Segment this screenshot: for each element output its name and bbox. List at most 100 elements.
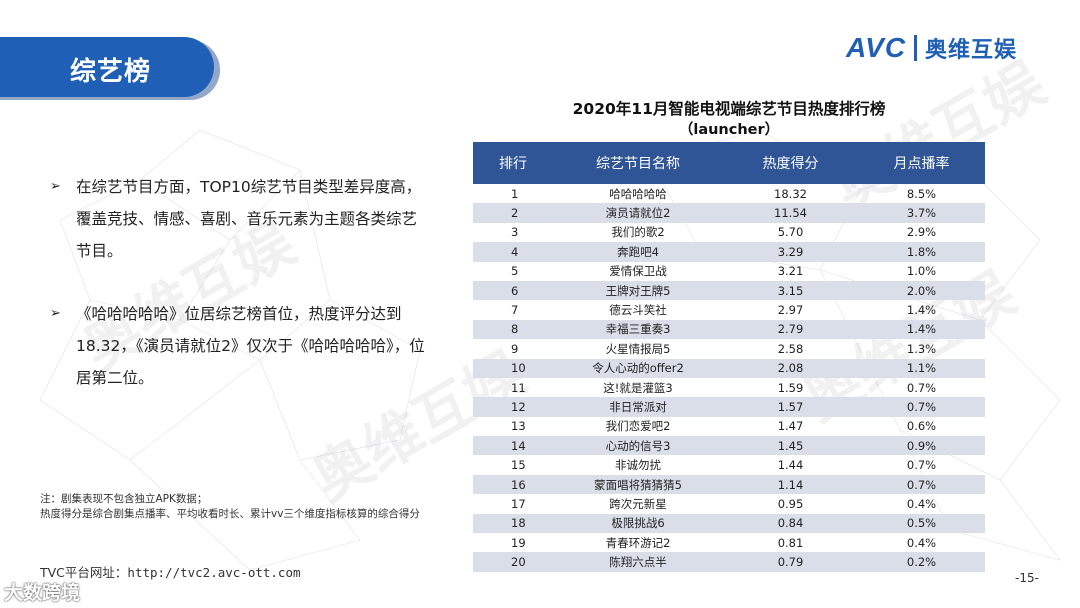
table-row: 13 我们恋爱吧2 1.47 0.6% bbox=[473, 417, 985, 436]
footnote-line-1: 注：剧集表现不包含独立APK数据； bbox=[40, 493, 208, 505]
cell-monthly-rate: 3.7% bbox=[858, 203, 985, 223]
cell-monthly-rate: 0.7% bbox=[858, 474, 985, 495]
table-row: 18 极限挑战6 0.84 0.5% bbox=[473, 513, 985, 534]
cell-rank: 13 bbox=[511, 419, 526, 434]
logo-avc-text: AVC bbox=[846, 32, 907, 63]
url-link[interactable]: http://tvc2.avc-ott.com bbox=[127, 565, 301, 580]
table-row: 12 非日常派对 1.57 0.7% bbox=[473, 397, 985, 417]
cell-monthly-rate: 0.6% bbox=[906, 419, 937, 434]
table-row: 17 跨次元新星 0.95 0.4% bbox=[473, 494, 985, 513]
cell-rank: 12 bbox=[473, 397, 553, 417]
table-body: 1 哈哈哈哈哈 18.32 8.5% 2 演员请就位2 11.54 3.7% 3 我们的歌2 5.7… bbox=[473, 184, 985, 572]
title-pill bbox=[0, 37, 214, 97]
cell-heat-score: 2.79 bbox=[723, 319, 858, 340]
cell-program-name: 幸福三重奏3 bbox=[553, 319, 723, 340]
cell-monthly-rate: 1.0% bbox=[906, 264, 937, 279]
cell-program-name: 德云斗笑社 bbox=[609, 303, 667, 318]
table-title: 2020年11月智能电视端综艺节目热度排行榜 bbox=[572, 100, 886, 118]
table-row: 11 这!就是灌篮3 1.59 0.7% bbox=[473, 378, 985, 397]
cell-rank: 19 bbox=[511, 535, 526, 550]
cell-program-name: 这!就是灌篮3 bbox=[603, 380, 673, 395]
cell-monthly-rate: 8.5% bbox=[906, 186, 937, 201]
cell-heat-score: 1.47 bbox=[777, 419, 804, 434]
header-monthly-rate: 月点播率 bbox=[858, 142, 985, 184]
cell-program-name: 青春环游记2 bbox=[605, 535, 671, 550]
cell-program-name: 我们恋爱吧2 bbox=[605, 419, 671, 434]
cell-program-name: 非日常派对 bbox=[553, 397, 723, 417]
table-row: 10 令人心动的offer2 2.08 1.1% bbox=[473, 358, 985, 378]
cell-program-name: 哈哈哈哈哈 bbox=[609, 186, 667, 201]
cell-rank: 1 bbox=[511, 186, 519, 201]
table-row: 3 我们的歌2 5.70 2.9% bbox=[473, 223, 985, 242]
platform-url: TVC平台网址：http://tvc2.avc-ott.com bbox=[40, 562, 301, 581]
cell-rank: 10 bbox=[473, 358, 553, 378]
logo-cn-text: 奥维互娱 bbox=[925, 38, 1018, 63]
cell-monthly-rate: 2.9% bbox=[906, 225, 937, 240]
arrow-bullet-icon: ➢ bbox=[50, 179, 61, 194]
cell-monthly-rate: 1.4% bbox=[906, 303, 937, 318]
table-row: 15 非诚勿扰 1.44 0.7% bbox=[473, 455, 985, 474]
cell-rank: 11 bbox=[511, 380, 526, 395]
cell-program-name: 蒙面唱将猜猜猜5 bbox=[553, 474, 723, 495]
cell-monthly-rate: 0.4% bbox=[906, 535, 937, 550]
table-row: 8 幸福三重奏3 2.79 1.4% bbox=[473, 319, 985, 340]
cell-heat-score: 1.59 bbox=[777, 380, 804, 395]
cell-heat-score: 2.97 bbox=[777, 303, 804, 318]
cell-heat-score: 1.14 bbox=[723, 474, 858, 495]
bullet-point-2: ➢ 《哈哈哈哈哈》位居综艺榜首位，热度评分达到18.32，《演员请就位2》仅次于… bbox=[50, 298, 430, 394]
cell-program-name: 陈翔六点半 bbox=[553, 552, 723, 572]
url-label: TVC平台网址： bbox=[40, 565, 128, 580]
cell-program-name: 我们的歌2 bbox=[611, 225, 665, 240]
cell-program-name: 爱情保卫战 bbox=[609, 264, 667, 279]
cell-rank: 16 bbox=[473, 474, 553, 495]
cell-heat-score: 1.57 bbox=[723, 397, 858, 417]
table-row: 9 火星情报局5 2.58 1.3% bbox=[473, 339, 985, 358]
cell-program-name: 跨次元新星 bbox=[609, 496, 667, 511]
cell-program-name: 心动的信号3 bbox=[553, 436, 723, 456]
cell-rank: 9 bbox=[511, 341, 519, 356]
table-row: 2 演员请就位2 11.54 3.7% bbox=[473, 203, 985, 223]
cell-monthly-rate: 1.3% bbox=[906, 341, 937, 356]
cell-monthly-rate: 2.0% bbox=[858, 280, 985, 301]
cell-monthly-rate: 0.7% bbox=[906, 458, 937, 473]
cell-monthly-rate: 0.7% bbox=[906, 380, 937, 395]
footnote-line-2: 热度得分是综合剧集点播率、平均收看时长、累计vv三个维度指标核算的综合得分 bbox=[40, 508, 420, 520]
cell-rank: 15 bbox=[511, 458, 526, 473]
cell-heat-score: 3.21 bbox=[777, 264, 804, 279]
table-subtitle: （launcher） bbox=[678, 122, 780, 138]
bullet-text: 《哈哈哈哈哈》位居综艺榜首位，热度评分达到18.32，《演员请就位2》仅次于《哈… bbox=[76, 305, 425, 387]
bullet-text: 在综艺节目方面，TOP10综艺节目类型差异度高，覆盖竞技、情感、喜剧、音乐元素为… bbox=[76, 178, 422, 260]
table-row: 16 蒙面唱将猜猜猜5 1.14 0.7% bbox=[473, 474, 985, 495]
cell-rank: 18 bbox=[473, 513, 553, 534]
cell-heat-score: 18.32 bbox=[774, 186, 807, 201]
header-program-name: 综艺节目名称 bbox=[553, 142, 723, 184]
cell-monthly-rate: 1.8% bbox=[858, 242, 985, 262]
cell-heat-score: 1.45 bbox=[723, 436, 858, 456]
cell-monthly-rate: 0.9% bbox=[858, 436, 985, 456]
page-title: 综艺榜 bbox=[70, 57, 152, 87]
cell-heat-score: 1.44 bbox=[777, 458, 804, 473]
table-row: 19 青春环游记2 0.81 0.4% bbox=[473, 533, 985, 552]
cell-monthly-rate: 0.7% bbox=[858, 397, 985, 417]
header-heat-score: 热度得分 bbox=[723, 142, 858, 184]
cell-rank: 4 bbox=[473, 242, 553, 262]
cell-heat-score: 11.54 bbox=[723, 203, 858, 223]
table-row: 4 奔跑吧4 3.29 1.8% bbox=[473, 242, 985, 262]
table-row: 1 哈哈哈哈哈 18.32 8.5% bbox=[473, 184, 985, 203]
cell-program-name: 极限挑战6 bbox=[553, 513, 723, 534]
cell-monthly-rate: 0.2% bbox=[858, 552, 985, 572]
avc-logo: AVC 奥维互娱 bbox=[846, 30, 1017, 66]
cell-rank: 7 bbox=[511, 303, 519, 318]
cell-monthly-rate: 1.4% bbox=[858, 319, 985, 340]
table-row: 7 德云斗笑社 2.97 1.4% bbox=[473, 300, 985, 319]
bullet-point-1: ➢ 在综艺节目方面，TOP10综艺节目类型差异度高，覆盖竞技、情感、喜剧、音乐元… bbox=[50, 171, 430, 267]
cell-heat-score: 3.15 bbox=[723, 280, 858, 301]
cell-monthly-rate: 0.4% bbox=[906, 496, 937, 511]
logo-divider bbox=[914, 35, 918, 61]
cell-heat-score: 0.95 bbox=[777, 496, 804, 511]
cell-rank: 5 bbox=[511, 264, 519, 279]
ranking-table: 排行 综艺节目名称 热度得分 月点播率 1 哈哈哈哈哈 18.32 8.5% 2 演员请就… bbox=[473, 142, 985, 572]
cell-rank: 3 bbox=[511, 225, 519, 240]
table-row: 5 爱情保卫战 3.21 1.0% bbox=[473, 262, 985, 281]
footnote: 注：剧集表现不包含独立APK数据； 热度得分是综合剧集点播率、平均收看时长、累计… bbox=[40, 492, 440, 522]
